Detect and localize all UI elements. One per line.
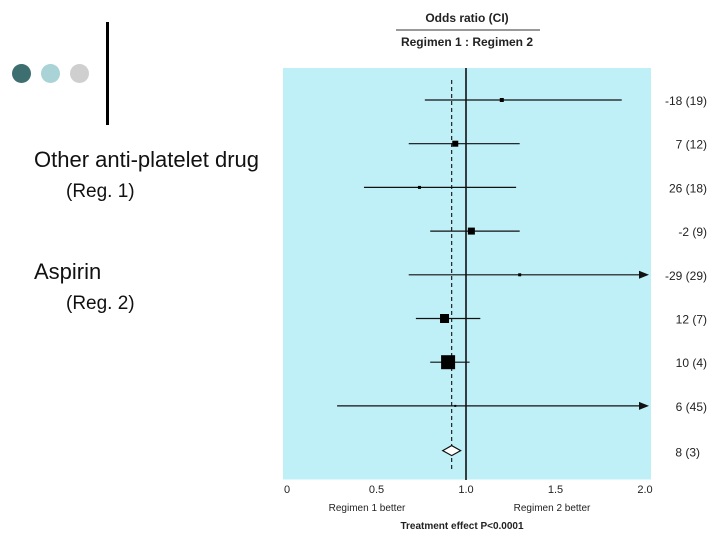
estimate-box-7 [441,355,456,370]
x-tick-label-1: 0 [284,484,290,496]
summary-label: 8 (3) [675,446,700,460]
estimate-box-5 [518,273,522,277]
row-label-8: 6 (45) [676,400,707,414]
row-label-5: -29 (29) [665,269,707,283]
title-divider [106,22,109,125]
x-label-left: Regimen 1 better [329,503,406,514]
chart-header: Odds ratio (CI) [425,11,508,25]
bullet-dot-3 [70,64,89,83]
bullet-dots [12,64,89,83]
row-label-6: 12 (7) [676,313,707,327]
estimate-box-1 [499,98,504,102]
ci-arrow-8 [639,401,649,410]
row-label-3: 26 (18) [669,181,707,195]
estimate-box-6 [440,314,450,323]
x-tick-label-5: 2.0 [637,484,652,496]
bullet-dot-1 [12,64,31,83]
row-label-4: -2 (9) [678,225,707,239]
row-label-2: 7 (12) [676,138,707,152]
row-label-1: -18 (19) [665,94,707,108]
plot-background [283,68,651,480]
chart-subheader: Regimen 1 : Regimen 2 [401,35,533,49]
x-tick-label-4: 1.5 [548,484,563,496]
regimen-list: Other anti-platelet drug (Reg. 1) Aspiri… [34,145,274,325]
regimen-1-title: Other anti-platelet drug [34,147,260,172]
regimen-2-label: (Reg. 2) [66,293,135,314]
regimen-1-label: (Reg. 1) [66,181,135,202]
estimate-box-3 [417,185,421,189]
estimate-box-2 [452,140,459,147]
summary-diamond [441,444,462,457]
regimen-2-title: Aspirin [34,259,102,284]
estimate-box-8 [454,404,457,407]
x-tick-label-2: 0.5 [369,484,384,496]
chart-footer: Treatment effect P<0.0001 [400,521,524,532]
ci-arrow-5 [639,270,649,279]
bullet-dot-2 [41,64,60,83]
row-label-7: 10 (4) [676,356,707,370]
x-label-right: Regimen 2 better [514,503,591,514]
x-tick-label-3: 1.0 [458,484,473,496]
estimate-box-4 [467,227,475,235]
